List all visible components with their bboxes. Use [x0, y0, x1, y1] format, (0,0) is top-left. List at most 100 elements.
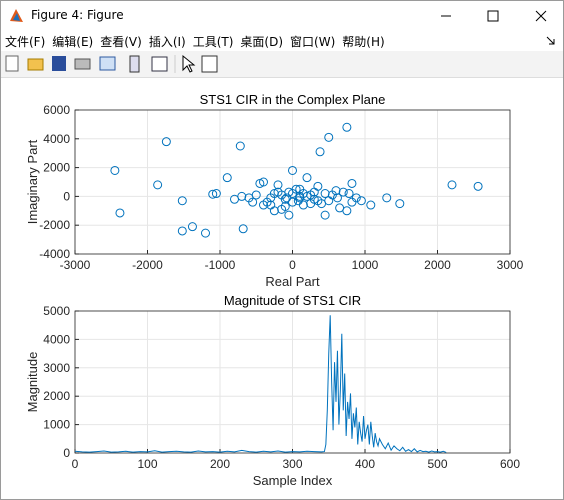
- app-icon-inner: [13, 13, 20, 21]
- menu-item[interactable]: 插入(I): [148, 35, 186, 49]
- scatter-point: [110, 165, 120, 175]
- scatter-point: [342, 206, 352, 216]
- scatter-point: [248, 197, 258, 207]
- y-tick-label: 2000: [43, 389, 70, 403]
- scatter-point: [313, 196, 323, 206]
- x-tick-label: 600: [500, 457, 520, 471]
- maximize-button[interactable]: [487, 10, 499, 22]
- x-tick-label: -3000: [60, 258, 91, 272]
- y-tick-label: 4000: [43, 332, 70, 346]
- menu-item[interactable]: 工具(T): [192, 35, 234, 49]
- x-tick-label: -1000: [205, 258, 236, 272]
- x-tick-label: 1000: [352, 258, 379, 272]
- y-tick-label: 1000: [43, 418, 70, 432]
- axes-box: [74, 109, 511, 255]
- scatter-point: [153, 180, 163, 190]
- y-tick-label: 3000: [43, 361, 70, 375]
- scatter-point: [222, 173, 232, 183]
- scatter-point: [302, 173, 312, 183]
- scatter-point: [115, 208, 125, 218]
- select-button[interactable]: [182, 54, 196, 73]
- x-tick-label: 0: [72, 457, 79, 471]
- scatter-point: [266, 193, 276, 203]
- x-axis-label: Sample Index: [253, 473, 333, 488]
- x-tick-label: 200: [210, 457, 230, 471]
- scatter-point: [342, 122, 352, 132]
- scatter-point: [237, 191, 247, 201]
- scatter-point: [208, 189, 218, 199]
- menu-item[interactable]: 帮助(H): [342, 35, 385, 49]
- scatter-point: [295, 184, 305, 194]
- x-tick-label: 500: [427, 457, 447, 471]
- y-tick-label: 6000: [43, 103, 70, 117]
- chart-title: STS1 CIR in the Complex Plane: [200, 92, 386, 107]
- scatter-point: [320, 189, 330, 199]
- axes-box: [74, 310, 511, 454]
- scatter-point: [315, 147, 325, 157]
- scatter-point: [473, 181, 483, 191]
- menu-item[interactable]: 编辑(E): [52, 35, 94, 49]
- scatter-point: [309, 187, 319, 197]
- colorbar-button[interactable]: [129, 55, 140, 73]
- scatter-point: [395, 199, 405, 209]
- y-tick-label: 5000: [43, 304, 70, 318]
- scatter-point: [288, 189, 297, 199]
- scatter-point: [298, 200, 308, 210]
- scatter-point: [356, 196, 366, 206]
- print-button[interactable]: [74, 58, 91, 70]
- scatter-point: [177, 196, 187, 206]
- chart-title: Magnitude of STS1 CIR: [224, 293, 361, 308]
- scatter-point: [366, 200, 376, 210]
- new-button[interactable]: [5, 55, 19, 72]
- scatter-point: [277, 204, 287, 214]
- scatter-point: [177, 226, 187, 236]
- x-tick-label: 3000: [497, 258, 524, 272]
- scatter-point: [288, 197, 297, 207]
- save-button[interactable]: [52, 56, 66, 71]
- scatter-point: [447, 180, 457, 190]
- y-tick-label: 4000: [43, 132, 70, 146]
- y-axis-label: Imaginary Part: [25, 139, 40, 224]
- menu-item[interactable]: 查看(V): [100, 35, 142, 49]
- scatter-point: [288, 165, 297, 175]
- scatter-point: [161, 137, 171, 147]
- close-button[interactable]: [535, 10, 547, 22]
- scatter-point: [344, 189, 354, 199]
- y-axis-label: Magnitude: [25, 352, 40, 413]
- scatter-point: [332, 193, 342, 203]
- x-tick-label: 2000: [424, 258, 451, 272]
- legend-button[interactable]: [151, 56, 168, 72]
- scatter-point: [259, 177, 268, 187]
- scatter-point: [331, 186, 341, 196]
- x-tick-label: 400: [355, 457, 375, 471]
- scatter-point: [347, 197, 357, 207]
- scatter-point: [238, 224, 248, 234]
- y-tick-label: -4000: [39, 247, 70, 261]
- title-bar: Figure 4: Figure: [1, 1, 563, 31]
- menu-item[interactable]: 桌面(D): [240, 35, 284, 49]
- x-tick-label: 300: [282, 457, 302, 471]
- menu-item[interactable]: 文件(F): [5, 35, 46, 49]
- scatter-point: [273, 187, 283, 197]
- toolbar-icons: [5, 54, 218, 73]
- link-button[interactable]: [99, 56, 116, 71]
- title-icons: [10, 9, 547, 22]
- x-tick-label: -2000: [132, 258, 163, 272]
- x-axis-label: Real Part: [265, 274, 320, 289]
- window-title: Figure 4: Figure: [31, 8, 124, 22]
- menu-item[interactable]: 窗口(W): [290, 35, 336, 49]
- scatter-point: [201, 228, 210, 238]
- scatter-point: [338, 187, 348, 197]
- scatter-point: [235, 141, 245, 151]
- y-tick-label: 2000: [43, 161, 70, 175]
- property-button[interactable]: [201, 55, 218, 73]
- scatter-point: [273, 180, 283, 190]
- open-button[interactable]: [27, 58, 44, 71]
- scatter-point: [347, 178, 357, 188]
- scatter-point: [211, 189, 221, 199]
- dock-arrow[interactable]: [545, 35, 557, 47]
- x-tick-label: 0: [289, 258, 296, 272]
- y-tick-label: 0: [63, 189, 70, 203]
- scatter-point: [187, 222, 197, 232]
